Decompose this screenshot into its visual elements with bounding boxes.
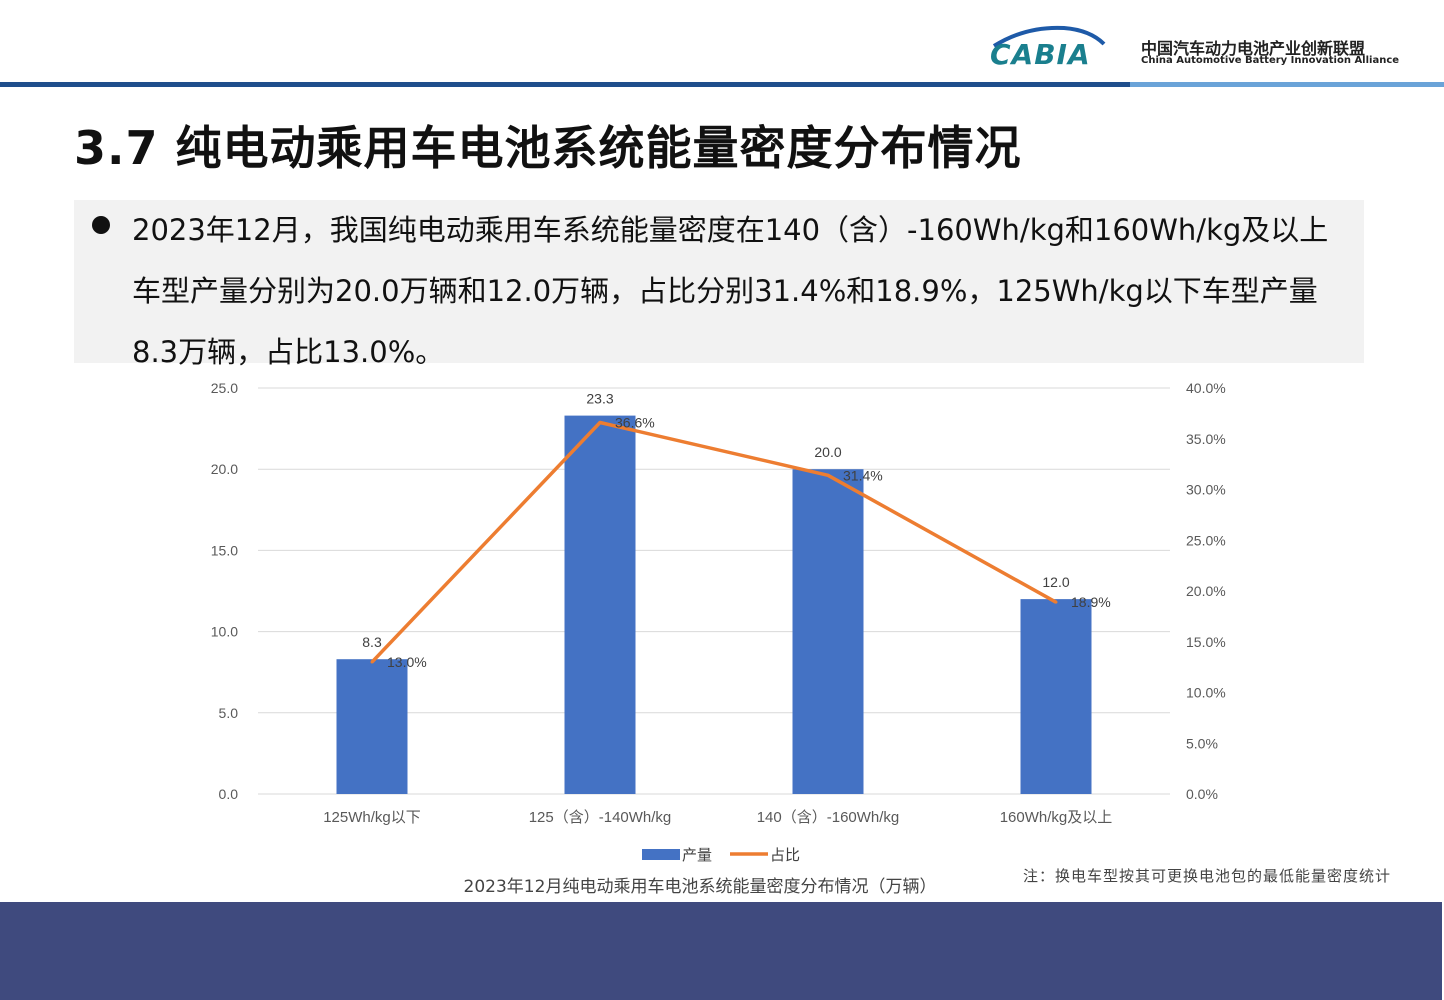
y-right-tick-label: 0.0% bbox=[1186, 786, 1218, 802]
bar bbox=[1020, 599, 1092, 794]
y-right-tick-label: 20.0% bbox=[1186, 583, 1226, 599]
footer-band bbox=[0, 902, 1442, 1000]
footnote: 注：换电车型按其可更换电池包的最低能量密度统计 bbox=[1023, 867, 1392, 885]
summary-box: 2023年12月，我国纯电动乘用车系统能量密度在140（含）-160Wh/kg和… bbox=[74, 200, 1364, 369]
y-right-tick-label: 30.0% bbox=[1186, 482, 1226, 498]
logo-text: CABIA bbox=[990, 38, 1091, 71]
bullet-icon bbox=[92, 216, 110, 234]
y-left-tick-label: 25.0 bbox=[211, 380, 238, 396]
legend-bar-label: 产量 bbox=[682, 847, 712, 864]
y-right-tick-label: 5.0% bbox=[1186, 735, 1218, 751]
bar-data-label: 8.3 bbox=[362, 634, 382, 650]
org-name-en: China Automotive Battery Innovation Alli… bbox=[1141, 55, 1400, 66]
line-data-label: 13.0% bbox=[387, 654, 427, 670]
bar-data-label: 20.0 bbox=[814, 444, 841, 460]
y-right-tick-label: 10.0% bbox=[1186, 685, 1226, 701]
header-rule bbox=[0, 82, 1130, 87]
y-left-tick-label: 0.0 bbox=[219, 786, 239, 802]
y-left-tick-label: 5.0 bbox=[219, 705, 239, 721]
x-tick-label: 125（含）-140Wh/kg bbox=[529, 809, 672, 826]
legend-bar-swatch bbox=[642, 849, 680, 860]
x-tick-label: 160Wh/kg及以上 bbox=[1000, 809, 1113, 826]
chart-title: 2023年12月纯电动乘用车电池系统能量密度分布情况（万辆） bbox=[0, 872, 1444, 897]
cabia-logo-swoosh-icon bbox=[992, 25, 1106, 48]
org-name-cn: 中国汽车动力电池产业创新联盟 bbox=[1141, 39, 1366, 58]
bar-data-label: 23.3 bbox=[586, 391, 613, 407]
bar bbox=[792, 469, 864, 794]
bar bbox=[336, 659, 408, 794]
y-right-tick-label: 15.0% bbox=[1186, 634, 1226, 650]
line-data-label: 31.4% bbox=[843, 467, 883, 483]
line-data-label: 36.6% bbox=[615, 415, 655, 431]
y-left-tick-label: 15.0 bbox=[211, 542, 238, 558]
header-rule-accent bbox=[1130, 82, 1444, 87]
line-point bbox=[598, 421, 602, 425]
page-title: 3.7 纯电动乘用车电池系统能量密度分布情况 bbox=[74, 121, 1022, 175]
y-right-tick-label: 35.0% bbox=[1186, 431, 1226, 447]
bar-line-chart: 0.0 5.0 10.0 15.0 20.0 25.0 0.0% 5.0% 10.0% 15.0%… bbox=[211, 380, 1226, 864]
chart-title-text: 2023年12月纯电动乘用车电池系统能量密度分布情况（万辆） bbox=[463, 877, 937, 897]
bar-data-label: 12.0 bbox=[1042, 574, 1069, 590]
y-right-tick-label: 40.0% bbox=[1186, 380, 1226, 396]
bar bbox=[564, 415, 636, 794]
y-right-tick-label: 25.0% bbox=[1186, 532, 1226, 548]
line-point bbox=[826, 473, 830, 477]
x-tick-label: 125Wh/kg以下 bbox=[323, 809, 421, 826]
line-point bbox=[370, 660, 374, 664]
share-line bbox=[370, 420, 1057, 664]
legend-line-label: 占比 bbox=[770, 847, 800, 864]
summary-text: 2023年12月，我国纯电动乘用车系统能量密度在140（含）-160Wh/kg和… bbox=[132, 213, 1329, 369]
x-tick-label: 140（含）-160Wh/kg bbox=[757, 809, 900, 826]
line-data-label: 18.9% bbox=[1071, 594, 1111, 610]
y-left-tick-label: 10.0 bbox=[211, 624, 238, 640]
line-point bbox=[1054, 600, 1058, 604]
y-left-tick-label: 20.0 bbox=[211, 461, 238, 477]
